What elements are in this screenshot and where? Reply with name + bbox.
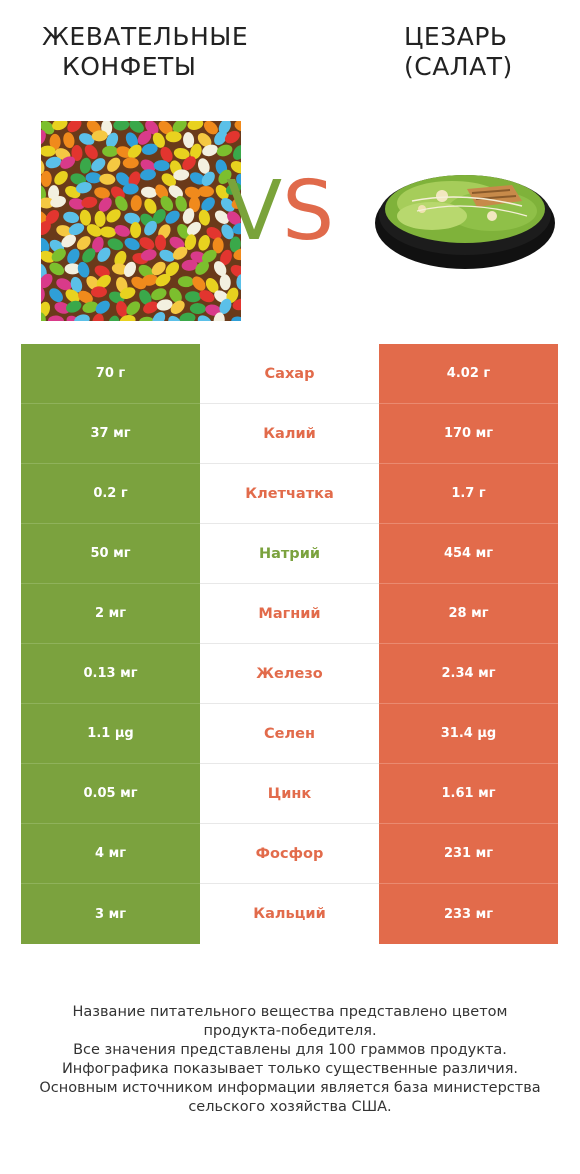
right-value-cell: 454 мг <box>379 524 558 584</box>
left-value-cell: 2 мг <box>21 584 200 644</box>
vs-label: VS <box>226 162 334 262</box>
footer-line: продукта-победителя. <box>203 1023 377 1039</box>
left-value-cell: 0.13 мг <box>21 644 200 704</box>
left-food-title-line2: КОНФЕТЫ <box>62 52 197 81</box>
nutrient-name-cell: Фосфор <box>200 824 379 884</box>
table-row: 4 мг Фосфор 231 мг <box>21 824 558 884</box>
left-value-cell: 50 мг <box>21 524 200 584</box>
right-value-cell: 28 мг <box>379 584 558 644</box>
footer-line: Основным источником информации является … <box>39 1080 541 1096</box>
footer-line: сельского хозяйства США. <box>188 1099 392 1115</box>
vs-letter-s: S <box>282 164 335 259</box>
right-food-title: ЦЕЗАРЬ (САЛАТ) <box>404 22 554 82</box>
left-food-title: ЖЕВАТЕЛЬНЫЕ КОНФЕТЫ <box>42 22 262 82</box>
footer-line: Инфографика показывает только существенн… <box>61 1061 519 1077</box>
nutrient-name-cell: Магний <box>200 584 379 644</box>
left-value-cell: 4 мг <box>21 824 200 884</box>
nutrient-name-cell: Клетчатка <box>200 464 379 524</box>
right-value-cell: 31.4 µg <box>379 704 558 764</box>
vs-letter-v: V <box>226 164 283 259</box>
nutrient-comparison-table: 70 г Сахар 4.02 г 37 мг Калий 170 мг 0.2 г Клет… <box>21 344 558 944</box>
nutrient-name-cell: Селен <box>200 704 379 764</box>
table-row: 0.13 мг Железо 2.34 мг <box>21 644 558 704</box>
left-value-cell: 70 г <box>21 344 200 404</box>
left-value-cell: 0.2 г <box>21 464 200 524</box>
nutrient-name-cell: Калий <box>200 404 379 464</box>
right-value-cell: 2.34 мг <box>379 644 558 704</box>
table-row: 2 мг Магний 28 мг <box>21 584 558 644</box>
nutrient-name-cell: Кальций <box>200 884 379 944</box>
footer-line: Название питательного вещества представл… <box>72 1004 508 1020</box>
right-value-cell: 4.02 г <box>379 344 558 404</box>
right-food-title-line1: ЦЕЗАРЬ <box>404 22 508 51</box>
footer-line: Все значения представлены для 100 граммо… <box>73 1042 507 1058</box>
salad-bowl-illustration <box>375 175 555 269</box>
jelly-beans-illustration <box>41 121 241 321</box>
caesar-salad-image <box>372 161 558 271</box>
right-value-cell: 231 мг <box>379 824 558 884</box>
table-row: 3 мг Кальций 233 мг <box>21 884 558 944</box>
right-value-cell: 170 мг <box>379 404 558 464</box>
table-row: 0.05 мг Цинк 1.61 мг <box>21 764 558 824</box>
nutrient-name-cell: Натрий <box>200 524 379 584</box>
nutrient-name-cell: Сахар <box>200 344 379 404</box>
left-value-cell: 3 мг <box>21 884 200 944</box>
left-value-cell: 0.05 мг <box>21 764 200 824</box>
table-row: 0.2 г Клетчатка 1.7 г <box>21 464 558 524</box>
left-value-cell: 37 мг <box>21 404 200 464</box>
jelly-beans-image <box>41 121 241 321</box>
nutrient-name-cell: Железо <box>200 644 379 704</box>
right-value-cell: 1.61 мг <box>379 764 558 824</box>
right-value-cell: 1.7 г <box>379 464 558 524</box>
footer-note: Название питательного вещества представл… <box>20 1003 560 1117</box>
left-food-title-line1: ЖЕВАТЕЛЬНЫЕ <box>42 22 249 51</box>
table-row: 37 мг Калий 170 мг <box>21 404 558 464</box>
left-value-cell: 1.1 µg <box>21 704 200 764</box>
table-row: 50 мг Натрий 454 мг <box>21 524 558 584</box>
right-value-cell: 233 мг <box>379 884 558 944</box>
table-row: 70 г Сахар 4.02 г <box>21 344 558 404</box>
nutrient-name-cell: Цинк <box>200 764 379 824</box>
table-row: 1.1 µg Селен 31.4 µg <box>21 704 558 764</box>
right-food-title-line2: (САЛАТ) <box>404 52 513 81</box>
